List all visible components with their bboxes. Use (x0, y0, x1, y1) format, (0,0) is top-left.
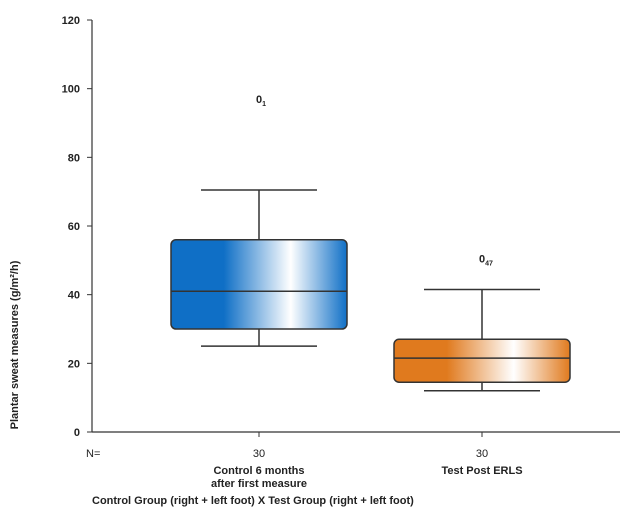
y-tick-label: 60 (68, 221, 80, 233)
box-iqr (170, 238, 348, 330)
outlier-case-number: 1 (262, 101, 266, 108)
box-group: 047 30 Test Post ERLS (393, 254, 571, 477)
n-count-label: 30 (253, 448, 265, 460)
category-label: Control 6 months (213, 465, 304, 477)
n-count-label: 30 (476, 448, 488, 460)
y-tick-label: 100 (62, 84, 80, 96)
outlier-case-number: 47 (485, 261, 493, 268)
y-tick-label: 40 (68, 290, 80, 302)
y-tick-label: 20 (68, 358, 80, 370)
y-axis-title: Plantar sweat measures (g/m²/h) (9, 260, 21, 429)
chart-footer-caption: Control Group (right + left foot) X Test… (92, 495, 414, 507)
y-tick-label: 0 (74, 427, 80, 439)
outlier-symbol: 0 (256, 94, 262, 106)
y-tick-label: 80 (68, 152, 80, 164)
outlier-label: 047 (479, 254, 493, 268)
box-iqr (393, 338, 571, 383)
category-label: Test Post ERLS (441, 465, 522, 477)
y-tick-label: 120 (62, 15, 80, 27)
n-prefix-label: N= (86, 448, 100, 460)
outlier-symbol: 0 (479, 254, 485, 266)
outlier-label: 01 (256, 94, 266, 108)
category-label: after first measure (211, 478, 307, 490)
